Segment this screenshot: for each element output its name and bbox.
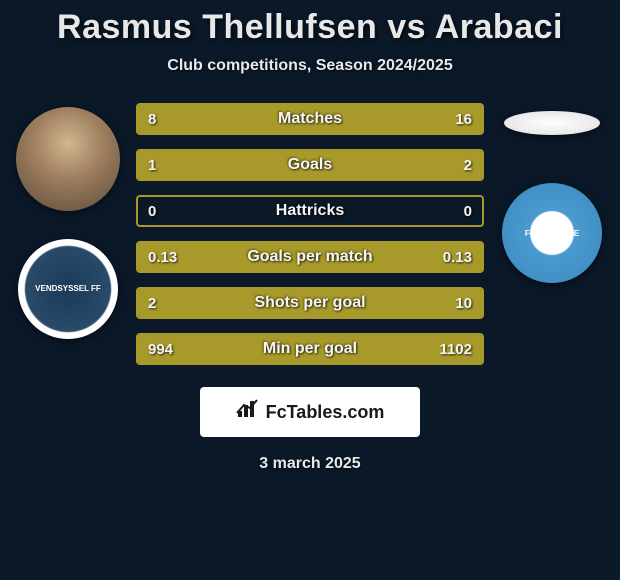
right-player-avatar [504, 111, 600, 135]
stat-value-left: 1 [148, 157, 156, 174]
stat-label: Min per goal [263, 340, 357, 358]
stat-value-left: 2 [148, 295, 156, 312]
left-club-label: VENDSYSSEL FF [27, 285, 109, 294]
stat-row: 2 Shots per goal 10 [136, 287, 484, 319]
stat-value-right: 0.13 [443, 249, 472, 266]
left-club-badge: VENDSYSSEL FF [18, 239, 118, 339]
stats-bars: 8 Matches 16 1 Goals 2 0 Hattricks 0 0.13 Goals pe… [128, 103, 492, 365]
stat-fill-left [138, 289, 196, 317]
stat-value-left: 0 [148, 203, 156, 220]
stat-row: 994 Min per goal 1102 [136, 333, 484, 365]
subtitle: Club competitions, Season 2024/2025 [0, 57, 620, 75]
stat-label: Goals [288, 156, 332, 174]
stat-value-right: 1102 [439, 341, 472, 358]
body: VENDSYSSEL FF 8 Matches 16 1 Goals 2 0 Hattrick… [0, 103, 620, 365]
stat-value-right: 16 [455, 111, 472, 128]
stat-value-left: 994 [148, 341, 173, 358]
page-title: Rasmus Thellufsen vs Arabaci [0, 8, 620, 47]
stat-label: Matches [278, 110, 342, 128]
right-club-badge: FC ROSKILDE [502, 183, 602, 283]
stat-row: 8 Matches 16 [136, 103, 484, 135]
stat-row: 1 Goals 2 [136, 149, 484, 181]
chart-icon [236, 399, 260, 425]
stat-value-left: 0.13 [148, 249, 177, 266]
stat-row: 0.13 Goals per match 0.13 [136, 241, 484, 273]
right-player-column: FC ROSKILDE [492, 103, 612, 283]
left-player-column: VENDSYSSEL FF [8, 103, 128, 339]
stat-row: 0 Hattricks 0 [136, 195, 484, 227]
stat-value-right: 10 [455, 295, 472, 312]
stat-label: Goals per match [247, 248, 372, 266]
footer-logo: FcTables.com [200, 387, 420, 437]
right-club-label: FC ROSKILDE [519, 229, 585, 238]
comparison-card: Rasmus Thellufsen vs Arabaci Club compet… [0, 0, 620, 473]
stat-value-right: 0 [464, 203, 472, 220]
left-player-avatar [16, 107, 120, 211]
footer-date: 3 march 2025 [0, 455, 620, 473]
footer-logo-text: FcTables.com [266, 402, 385, 423]
stat-fill-right [252, 151, 482, 179]
stat-label: Hattricks [276, 202, 344, 220]
stat-label: Shots per goal [254, 294, 365, 312]
stat-value-left: 8 [148, 111, 156, 128]
stat-value-right: 2 [464, 157, 472, 174]
